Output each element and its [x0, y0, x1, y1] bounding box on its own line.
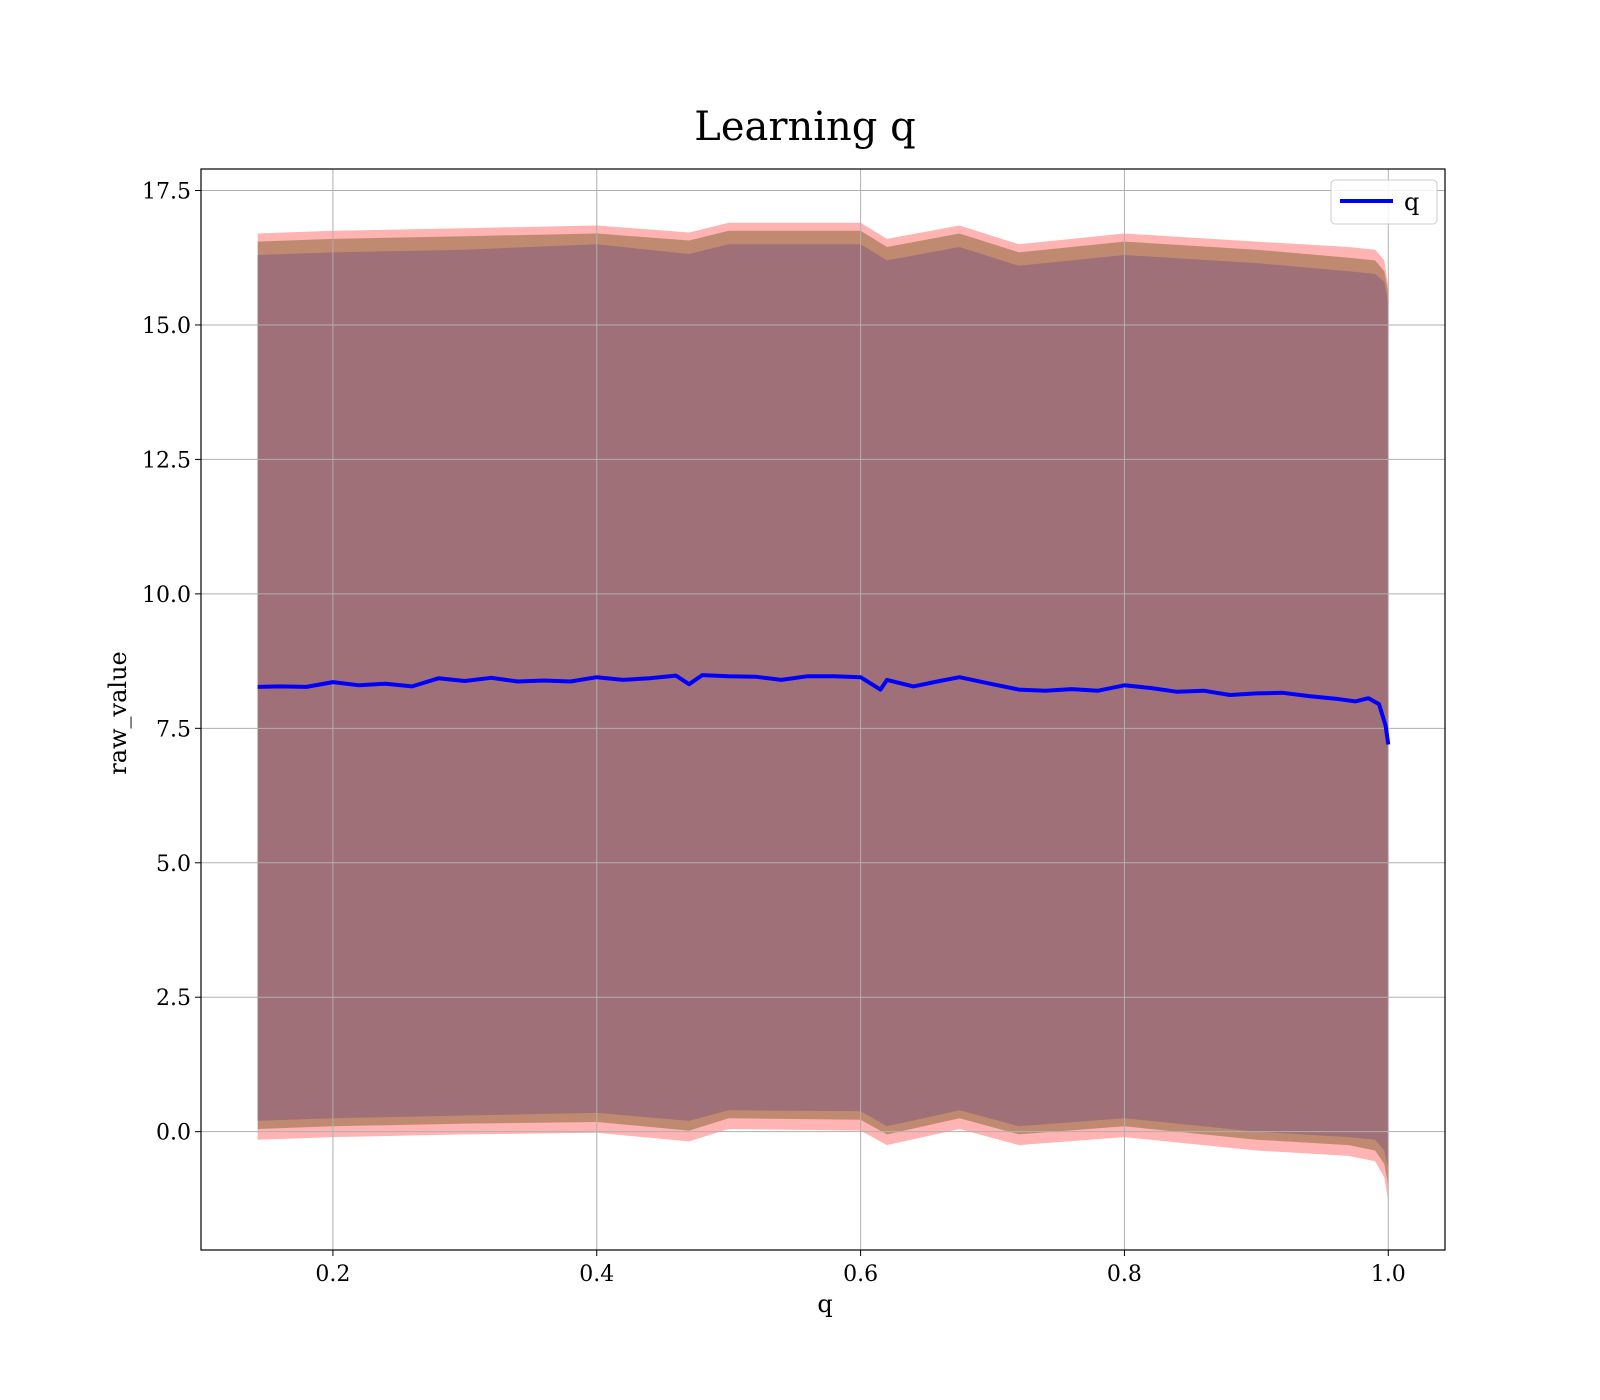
grid-lines	[201, 169, 1445, 1250]
legend-label-q: q	[1404, 188, 1419, 216]
series-lines	[257, 673, 1391, 745]
x-tick-label: 0.2	[315, 1262, 350, 1287]
y-tick-label: 10.0	[142, 583, 191, 608]
y-tick-label: 5.0	[156, 852, 191, 877]
y-axis-label: raw_value	[104, 651, 132, 775]
y-axis-ticks: 0.0 2.5 5.0 7.5 10.0 12.5 15.0 17.5	[142, 180, 201, 1146]
y-tick-label: 12.5	[142, 448, 191, 473]
y-tick-label: 17.5	[142, 180, 191, 205]
y-tick-label: 2.5	[156, 986, 191, 1011]
y-tick-label: 0.0	[156, 1121, 191, 1146]
y-tick-label: 7.5	[156, 717, 191, 742]
confidence-band-2	[257, 244, 1389, 1170]
y-tick-label: 15.0	[142, 314, 191, 339]
x-axis-ticks: 0.2 0.4 0.6 0.8 1.0	[315, 1250, 1406, 1287]
confidence-bands	[257, 222, 1389, 1202]
series-line-q	[257, 673, 1391, 745]
plot-area-frame	[200, 168, 1446, 1251]
x-tick-label: 1.0	[1371, 1262, 1406, 1287]
x-tick-label: 0.6	[843, 1262, 878, 1287]
x-tick-label: 0.4	[579, 1262, 614, 1287]
chart-title: Learning q	[694, 104, 915, 150]
x-axis-label: q	[817, 1290, 832, 1318]
legend: q	[1330, 179, 1438, 225]
x-tick-label: 0.8	[1107, 1262, 1142, 1287]
